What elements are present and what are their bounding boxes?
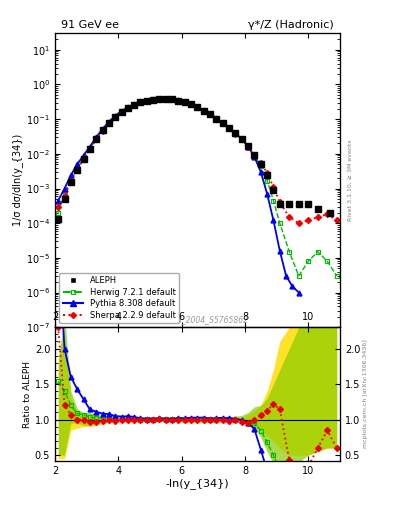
Text: γ*/Z (Hadronic): γ*/Z (Hadronic) [248,20,334,30]
X-axis label: -ln(y_{34}): -ln(y_{34}) [166,478,229,489]
Y-axis label: mcplots.cern.ch [arXiv:1306.3436]: mcplots.cern.ch [arXiv:1306.3436] [363,339,368,449]
Text: ALEPH_2004_S5765862: ALEPH_2004_S5765862 [158,315,249,324]
Y-axis label: Rivet 3.1.10, ≥ 3M events: Rivet 3.1.10, ≥ 3M events [347,139,353,221]
Text: 91 GeV ee: 91 GeV ee [61,20,119,30]
Y-axis label: 1/σ dσ/dln(y_{34}): 1/σ dσ/dln(y_{34}) [12,134,23,226]
Legend: ALEPH, Herwig 7.2.1 default, Pythia 8.308 default, Sherpa 2.2.9 default: ALEPH, Herwig 7.2.1 default, Pythia 8.30… [59,273,179,323]
Y-axis label: Ratio to ALEPH: Ratio to ALEPH [23,360,32,428]
